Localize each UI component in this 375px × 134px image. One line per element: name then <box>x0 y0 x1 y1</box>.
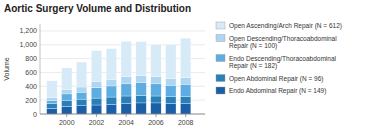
bar-segment <box>76 99 86 106</box>
bar-segment <box>91 98 101 105</box>
bar-segment <box>62 68 72 89</box>
bar-segment <box>47 104 57 109</box>
legend-swatch <box>216 35 225 42</box>
bar-segment <box>151 77 161 84</box>
x-tick <box>66 114 67 117</box>
bar-segment <box>121 84 131 96</box>
bar-segment <box>136 83 146 96</box>
bar-segment <box>62 100 72 106</box>
bar-segment <box>166 45 176 79</box>
legend-swatch <box>216 55 225 62</box>
x-axis-line <box>40 114 205 115</box>
bar-segment <box>106 79 116 86</box>
legend-label-line: Repair (N = 100) <box>229 42 277 50</box>
bar-segment <box>151 84 161 96</box>
bar-segment <box>76 87 86 92</box>
bar-segment <box>47 101 57 104</box>
legend-label-line: Endo Abdominal Repair (N = 149) <box>229 87 326 95</box>
chart-svg: Aortic Surgery Volume and Distribution Vo… <box>0 0 375 134</box>
x-tick <box>185 114 186 117</box>
x-tick-label: 2000 <box>59 119 75 126</box>
bar-segment <box>106 86 116 97</box>
title: Aortic Surgery Volume and Distribution <box>4 3 191 14</box>
bar-segment <box>166 85 176 96</box>
bar-segment <box>47 97 57 100</box>
x-tick-label: 2006 <box>148 119 164 126</box>
bar-segment <box>151 96 161 103</box>
bar-segment <box>180 97 190 104</box>
y-tick-label: 0 <box>33 111 37 118</box>
y-axis-label: Volume <box>3 57 10 80</box>
x-tick <box>96 114 97 117</box>
legend-swatch <box>216 75 225 82</box>
grid-line <box>40 114 205 115</box>
y-tick-label: 1,000 <box>19 41 37 48</box>
bar-segment <box>62 94 72 100</box>
bar-segment <box>106 97 116 104</box>
bar-segment <box>180 78 190 85</box>
legend-label: Open Abdominal Repair (N = 96) <box>229 75 323 83</box>
bar-segment <box>136 103 146 114</box>
bar-segment <box>151 103 161 114</box>
x-tick-label: 2008 <box>178 119 194 126</box>
bar-segment <box>180 104 190 114</box>
bar-segment <box>76 106 86 114</box>
legend-label-line: Open Abdominal Repair (N = 96) <box>229 75 323 83</box>
y-axis-line <box>40 24 41 114</box>
bar-segment <box>91 51 101 82</box>
bar-segment <box>62 106 72 114</box>
bar-segment <box>136 76 146 83</box>
bar-segment <box>166 97 176 104</box>
bar-segment <box>91 88 101 98</box>
bar-segment <box>47 81 57 98</box>
legend-label: Open Descending/ThoracoabdominalRepair (… <box>229 35 337 51</box>
legend-swatch <box>216 22 225 29</box>
bar-segment <box>151 45 161 77</box>
legend-label: Open Ascending/Arch Repair (N = 612) <box>229 22 342 30</box>
bar-segment <box>106 49 116 80</box>
bar-segment <box>91 82 101 88</box>
legend-label: Endo Abdominal Repair (N = 149) <box>229 87 326 95</box>
bar-segment <box>62 89 72 94</box>
bar-segment <box>180 84 190 96</box>
legend-label: Endo Descending/ThoracoabdominalRepair (… <box>229 55 337 71</box>
legend-label-line: Repair (N = 182) <box>229 62 277 70</box>
bar-segment <box>121 41 131 76</box>
bar-segment <box>136 96 146 103</box>
bar-segment <box>121 104 131 114</box>
bar-segment <box>106 104 116 114</box>
y-tick-label: 600 <box>25 69 37 76</box>
y-tick-label: 1,200 <box>19 27 37 34</box>
x-tick <box>126 114 127 117</box>
y-tick-label: 400 <box>25 83 37 90</box>
bar-segment <box>47 108 57 114</box>
bar-segment <box>121 96 131 104</box>
bar-segment <box>166 103 176 114</box>
bar-segment <box>121 77 131 84</box>
x-tick-label: 2002 <box>89 119 105 126</box>
bar-segment <box>76 62 86 87</box>
bar-segment <box>91 105 101 114</box>
chart-container: Aortic Surgery Volume and Distribution Vo… <box>0 0 375 134</box>
bar-segment <box>136 42 146 76</box>
bar-segment <box>166 79 176 86</box>
legend: Open Ascending/Arch Repair (N = 612) Open… <box>216 22 342 95</box>
x-tick-label: 2004 <box>118 119 134 126</box>
bars <box>47 38 191 114</box>
y-tick-label: 800 <box>25 55 37 62</box>
bar-segment <box>76 92 86 99</box>
grid-line <box>40 30 205 31</box>
bar-segment <box>180 38 190 77</box>
legend-swatch <box>216 87 225 94</box>
y-tick-label: 200 <box>25 97 37 104</box>
legend-label-line: Open Ascending/Arch Repair (N = 612) <box>229 22 342 30</box>
x-tick <box>155 114 156 117</box>
